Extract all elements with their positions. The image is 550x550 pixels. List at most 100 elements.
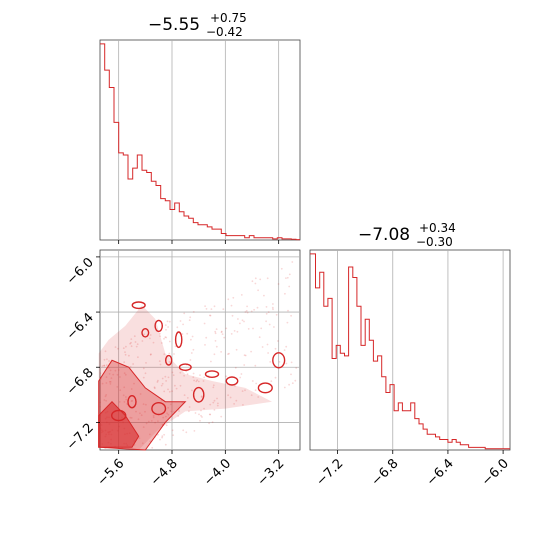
contour-loop — [178, 363, 192, 372]
scatter-point — [129, 366, 132, 368]
scatter-point — [270, 380, 273, 383]
contour-loop — [110, 409, 127, 422]
scatter-point — [243, 320, 245, 323]
scatter-point — [145, 422, 148, 425]
scatter-point — [136, 343, 139, 346]
scatter-point — [135, 345, 138, 348]
scatter-point — [166, 320, 169, 323]
scatter-point — [106, 358, 108, 361]
scatter-point — [139, 393, 142, 395]
scatter-point — [245, 309, 248, 312]
scatter-point — [277, 340, 279, 342]
scatter-point — [251, 380, 254, 382]
scatter-point — [130, 388, 133, 390]
scatter-point — [147, 420, 150, 423]
scatter-point — [287, 309, 289, 312]
scatter-point — [149, 353, 152, 356]
density-region-outer — [98, 305, 272, 450]
scatter-point — [188, 406, 191, 408]
scatter-point — [209, 403, 212, 406]
scatter-point — [192, 372, 195, 375]
scatter-point — [233, 403, 236, 405]
scatter-point — [267, 352, 269, 354]
scatter-point — [209, 314, 211, 317]
scatter-point — [254, 364, 257, 367]
scatter-point — [163, 433, 166, 436]
scatter-point — [274, 347, 277, 350]
scatter-point — [137, 356, 139, 359]
scatter-point — [143, 333, 146, 336]
scatter-point — [199, 374, 201, 376]
scatter-point — [205, 308, 208, 310]
scatter-point — [164, 443, 167, 446]
scatter-point — [268, 323, 271, 326]
param1-x-tick-label: −5.6 — [95, 456, 128, 489]
scatter-point — [101, 365, 104, 367]
scatter-point — [235, 348, 238, 351]
scatter-point — [117, 347, 119, 350]
scatter-point — [141, 442, 144, 445]
scatter-point — [192, 311, 195, 313]
scatter-point — [243, 354, 246, 357]
scatter-point — [168, 352, 171, 355]
scatter-point — [132, 363, 135, 365]
scatter-point — [167, 406, 170, 409]
scatter-point — [272, 308, 274, 311]
scatter-point — [189, 316, 192, 319]
scatter-point — [140, 414, 143, 417]
scatter-point — [198, 413, 200, 416]
scatter-point — [278, 361, 281, 363]
contour-loop — [131, 301, 146, 310]
scatter-point — [239, 322, 241, 325]
scatter-point — [288, 383, 290, 386]
scatter-point — [156, 381, 159, 383]
param1-histogram-panel — [99, 39, 301, 241]
scatter-point — [236, 330, 239, 333]
contour-loop — [272, 352, 286, 369]
param2-y-tick-label: −6.4 — [64, 310, 97, 343]
scatter-point — [142, 367, 145, 370]
scatter-point — [108, 380, 111, 383]
scatter-point — [195, 380, 198, 383]
scatter-point — [178, 410, 180, 412]
scatter-point — [228, 352, 230, 355]
param2-histogram-grid — [337, 250, 504, 450]
param1-histogram-frame — [99, 39, 301, 241]
scatter-point — [185, 431, 188, 434]
scatter-point — [250, 310, 253, 313]
scatter-point — [290, 373, 292, 376]
scatter-point — [200, 409, 202, 412]
scatter-point — [254, 389, 257, 392]
scatter-point — [231, 314, 234, 317]
scatter-point — [246, 305, 249, 308]
scatter-point — [165, 328, 167, 331]
scatter-point — [99, 401, 101, 404]
scatter-point — [176, 326, 179, 329]
joint-2d-panel — [98, 249, 301, 451]
scatter-point — [159, 363, 162, 366]
scatter-point — [212, 401, 215, 404]
scatter-point — [114, 369, 117, 372]
scatter-point — [251, 280, 254, 283]
scatter-point — [103, 399, 106, 401]
scatter-point — [129, 416, 132, 419]
scatter-point — [139, 412, 141, 415]
scatter-point — [153, 387, 156, 390]
scatter-point — [172, 434, 175, 437]
scatter-point — [189, 359, 192, 361]
param1-title-minus: −0.42 — [206, 25, 243, 39]
scatter-point — [157, 420, 159, 422]
scatter-point — [161, 436, 164, 439]
scatter-point — [186, 397, 189, 399]
scatter-point — [173, 353, 175, 355]
scatter-point — [280, 267, 283, 270]
scatter-point — [174, 384, 176, 387]
scatter-point — [138, 437, 141, 439]
scatter-point — [168, 390, 171, 393]
scatter-point — [167, 388, 169, 391]
scatter-point — [193, 430, 196, 432]
scatter-point — [144, 410, 146, 413]
scatter-point — [171, 371, 174, 374]
contour-loop — [154, 319, 163, 333]
scatter-point — [150, 353, 152, 356]
